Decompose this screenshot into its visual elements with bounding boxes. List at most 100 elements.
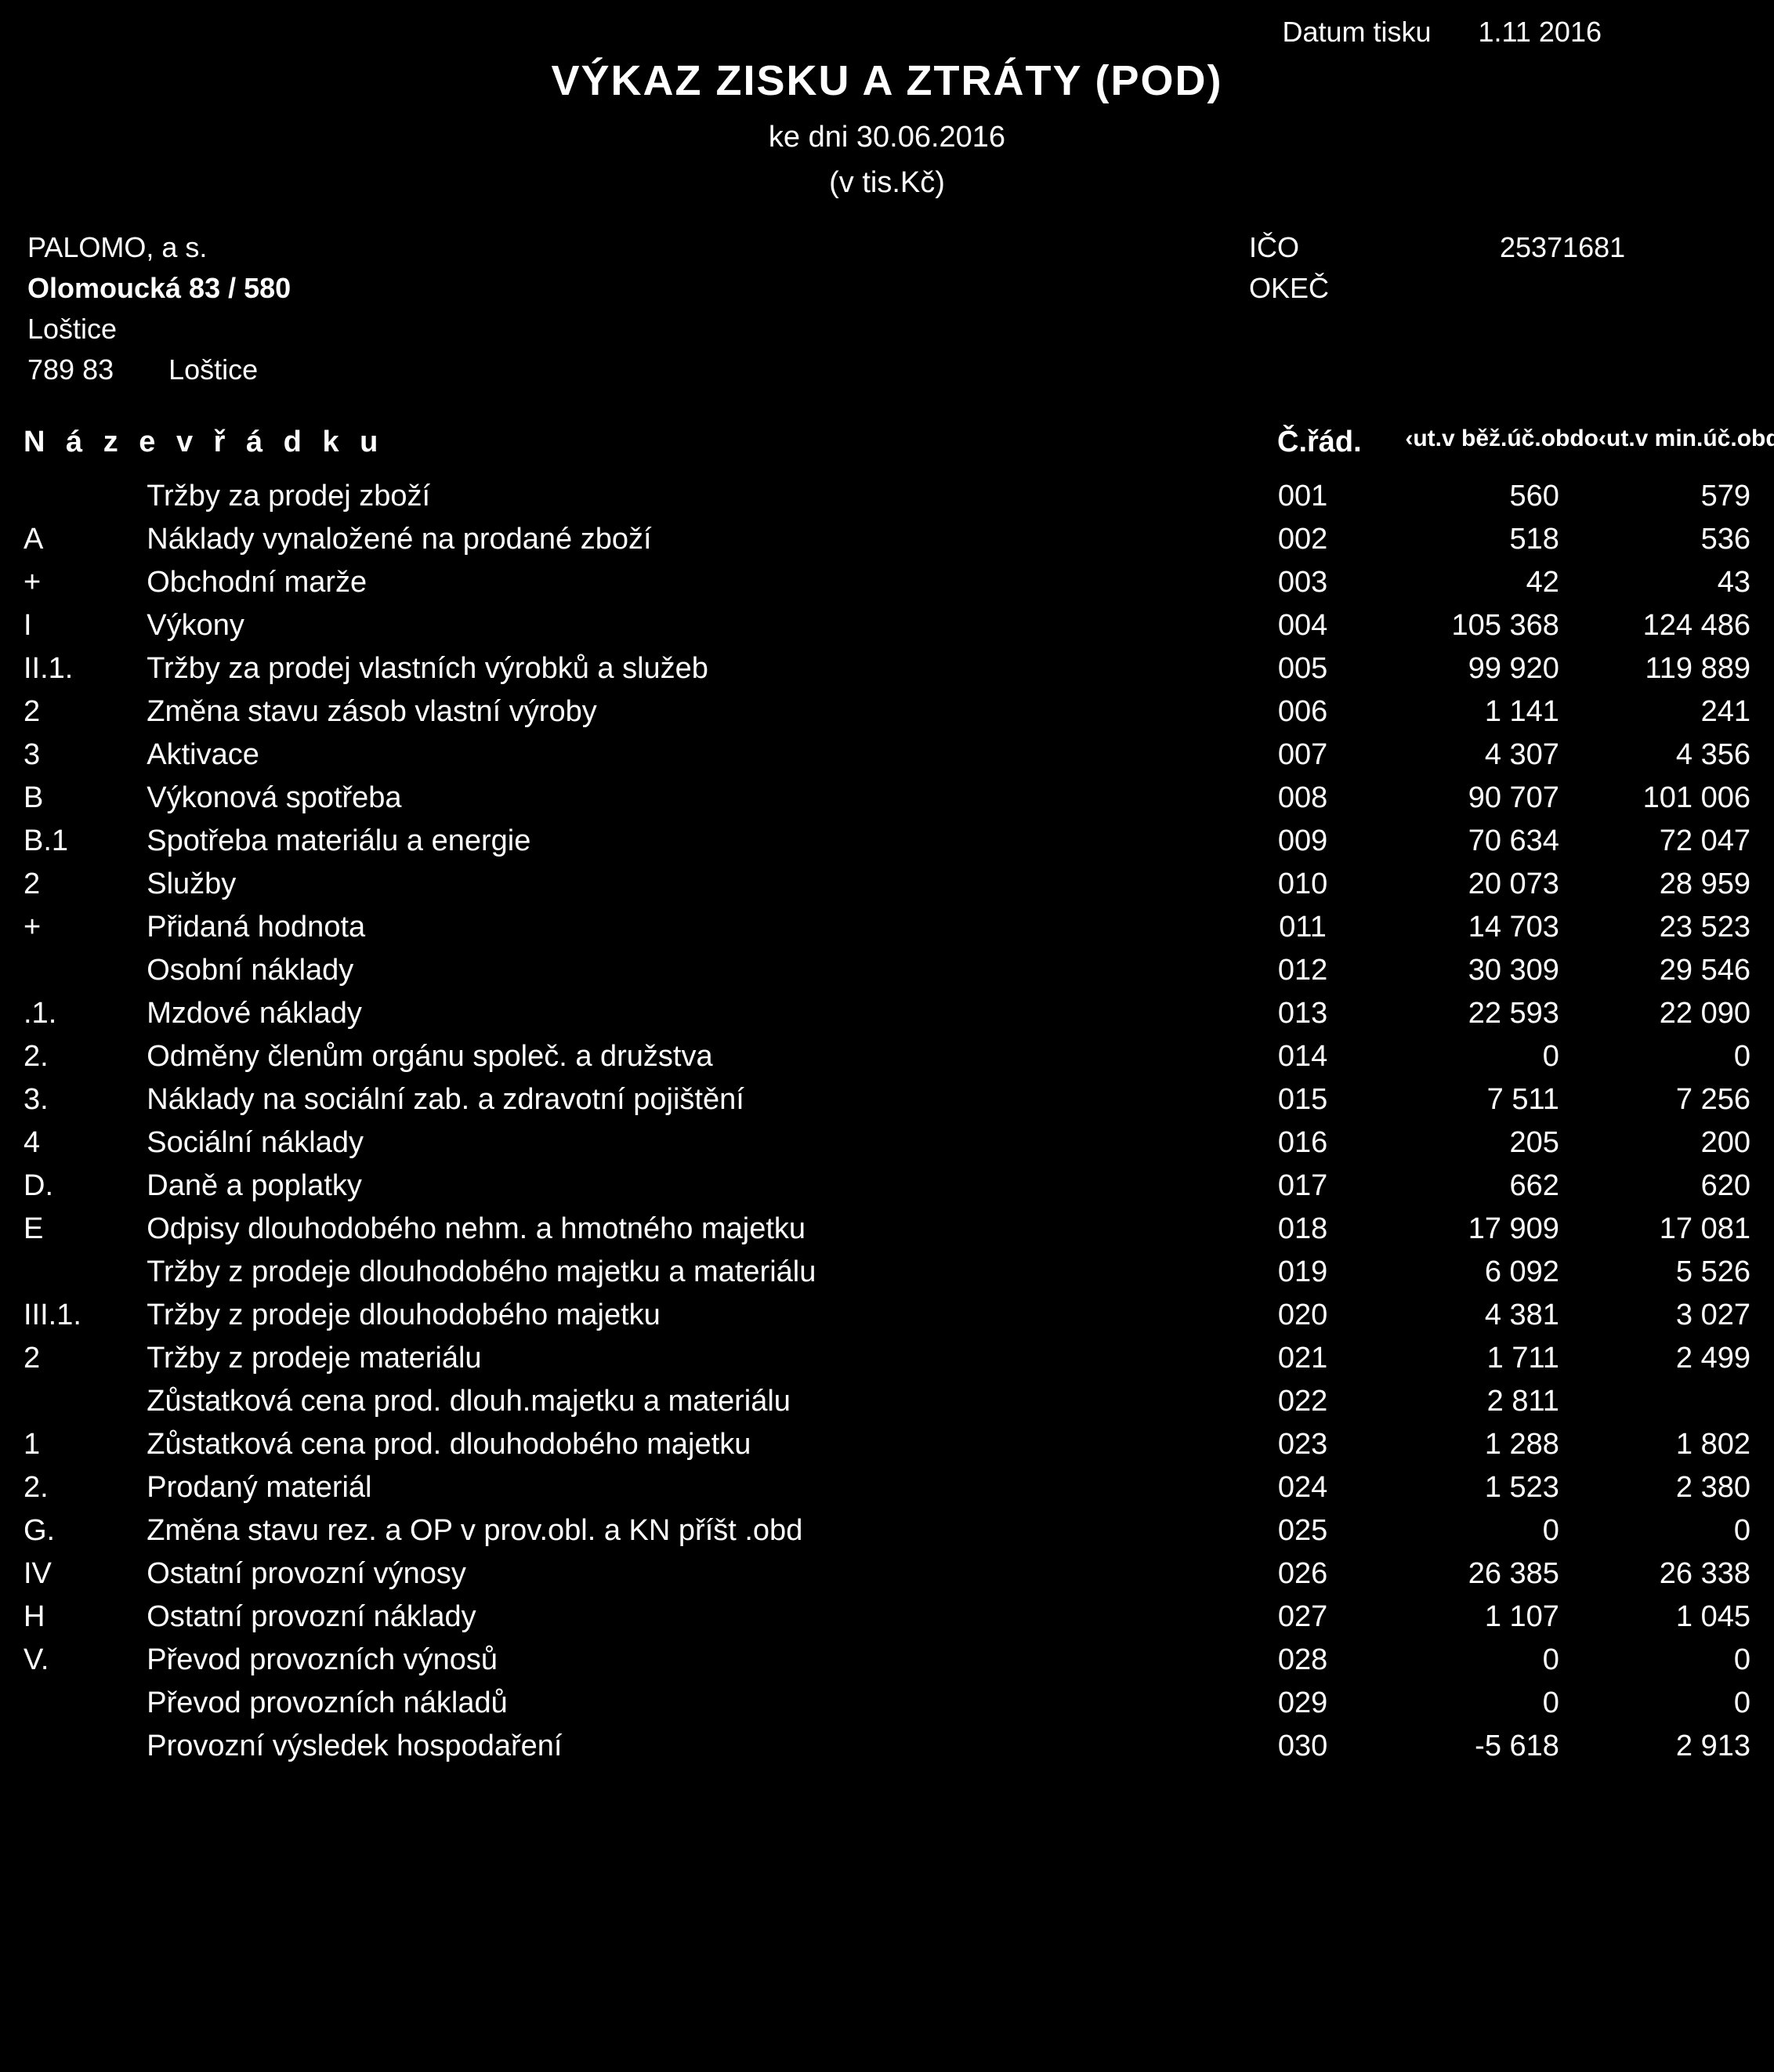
- cell-c5: 22 090: [1559, 992, 1750, 1035]
- cell-c2: Náklady vynaložené na prodané zboží: [147, 518, 1237, 561]
- table-row: Zůstatková cena prod. dlouh.majetku a ma…: [24, 1380, 1750, 1423]
- table-row: D.Daně a poplatky017662620: [24, 1165, 1750, 1208]
- cell-c2: Změna stavu zásob vlastní výroby: [147, 690, 1237, 734]
- cell-c5: 43: [1559, 561, 1750, 604]
- table-row: 3.Náklady na sociální zab. a zdravotní p…: [24, 1078, 1750, 1121]
- cell-c1: 2: [24, 1337, 147, 1380]
- cell-c1: V.: [24, 1639, 147, 1682]
- table-row: Tržby za prodej zboží001560579: [24, 475, 1750, 518]
- cell-c4: 26 385: [1368, 1552, 1559, 1596]
- cell-c3: 017: [1237, 1165, 1368, 1208]
- cell-c2: Změna stavu rez. a OP v prov.obl. a KN p…: [147, 1509, 1237, 1552]
- cell-c5: 28 959: [1559, 863, 1750, 906]
- cell-c3: 018: [1237, 1208, 1368, 1251]
- cell-c4: 105 368: [1368, 604, 1559, 647]
- cell-c5: 5 526: [1559, 1251, 1750, 1294]
- cell-c3: 013: [1237, 992, 1368, 1035]
- cell-c3: 003: [1237, 561, 1368, 604]
- cell-c4: 30 309: [1368, 949, 1559, 992]
- company-name: PALOMO, a s.: [27, 231, 1249, 264]
- cell-c1: G.: [24, 1509, 147, 1552]
- cell-c2: Náklady na sociální zab. a zdravotní poj…: [147, 1078, 1237, 1121]
- cell-c3: 009: [1237, 820, 1368, 863]
- cell-c3: 004: [1237, 604, 1368, 647]
- table-row: 2Změna stavu zásob vlastní výroby0061 14…: [24, 690, 1750, 734]
- cell-c5: 620: [1559, 1165, 1750, 1208]
- cell-c3: 002: [1237, 518, 1368, 561]
- table-row: BVýkonová spotřeba00890 707101 006: [24, 777, 1750, 820]
- cell-c2: Přidaná hodnota: [147, 906, 1237, 949]
- cell-c2: Tržby z prodeje materiálu: [147, 1337, 1237, 1380]
- cell-c5: 2 913: [1559, 1725, 1750, 1768]
- cell-c2: Zůstatková cena prod. dlouhodobého majet…: [147, 1423, 1237, 1466]
- cell-c5: 29 546: [1559, 949, 1750, 992]
- cell-c2: Provozní výsledek hospodaření: [147, 1725, 1237, 1768]
- cell-c2: Ostatní provozní výnosy: [147, 1552, 1237, 1596]
- okec-label: OKEČ: [1249, 272, 1500, 305]
- cell-c5: 119 889: [1559, 647, 1750, 690]
- company-address: Olomoucká 83 / 580: [27, 272, 1249, 305]
- cell-c1: B.1: [24, 820, 147, 863]
- table-row: 4Sociální náklady016205200: [24, 1121, 1750, 1165]
- table-row: IVýkony004105 368124 486: [24, 604, 1750, 647]
- cell-c1: 2: [24, 863, 147, 906]
- cell-c1: 3.: [24, 1078, 147, 1121]
- table-row: IVOstatní provozní výnosy02626 38526 338: [24, 1552, 1750, 1596]
- cell-c5: 124 486: [1559, 604, 1750, 647]
- cell-c4: 1 288: [1368, 1423, 1559, 1466]
- report-unit: (v tis.Kč): [24, 166, 1750, 200]
- ico-value: 25371681: [1500, 231, 1750, 264]
- header-col4: ‹ut.v běž.úč.obdo: [1403, 426, 1598, 459]
- cell-c3: 026: [1237, 1552, 1368, 1596]
- table-row: .1.Mzdové náklady01322 59322 090: [24, 992, 1750, 1035]
- table-row: EOdpisy dlouhodobého nehm. a hmotného ma…: [24, 1208, 1750, 1251]
- table-row: 2.Prodaný materiál0241 5232 380: [24, 1466, 1750, 1509]
- cell-c1: E: [24, 1208, 147, 1251]
- report-title: VÝKAZ ZISKU A ZTRÁTY (POD): [24, 56, 1750, 105]
- cell-c4: 17 909: [1368, 1208, 1559, 1251]
- cell-c2: Převod provozních výnosů: [147, 1639, 1237, 1682]
- cell-c1: D.: [24, 1165, 147, 1208]
- table-row: +Přidaná hodnota01114 70323 523: [24, 906, 1750, 949]
- cell-c2: Aktivace: [147, 734, 1237, 777]
- cell-c4: 14 703: [1368, 906, 1559, 949]
- cell-c1: +: [24, 906, 147, 949]
- cell-c1: 1: [24, 1423, 147, 1466]
- cell-c2: Mzdové náklady: [147, 992, 1237, 1035]
- report-date: ke dni 30.06.2016: [24, 121, 1750, 154]
- cell-c3: 012: [1237, 949, 1368, 992]
- cell-c4: 7 511: [1368, 1078, 1559, 1121]
- cell-c4: 0: [1368, 1682, 1559, 1725]
- cell-c1: 4: [24, 1121, 147, 1165]
- company-block: PALOMO, a s. Olomoucká 83 / 580 Loštice …: [24, 231, 1750, 394]
- cell-c5: 2 499: [1559, 1337, 1750, 1380]
- cell-c3: 006: [1237, 690, 1368, 734]
- cell-c2: Odpisy dlouhodobého nehm. a hmotného maj…: [147, 1208, 1237, 1251]
- print-date-label: Datum tisku: [1282, 16, 1431, 49]
- cell-c2: Zůstatková cena prod. dlouh.majetku a ma…: [147, 1380, 1237, 1423]
- table-row: 1Zůstatková cena prod. dlouhodobého maje…: [24, 1423, 1750, 1466]
- cell-c2: Tržby z prodeje dlouhodobého majetku a m…: [147, 1251, 1237, 1294]
- cell-c5: 2 380: [1559, 1466, 1750, 1509]
- cell-c5: 3 027: [1559, 1294, 1750, 1337]
- table-header: N á z e v ř á d k u Č.řád. ‹ut.v běž.úč.…: [24, 426, 1750, 459]
- cell-c4: 70 634: [1368, 820, 1559, 863]
- cell-c5: 200: [1559, 1121, 1750, 1165]
- cell-c1: IV: [24, 1552, 147, 1596]
- cell-c1: 2.: [24, 1466, 147, 1509]
- cell-c3: 016: [1237, 1121, 1368, 1165]
- cell-c5: 72 047: [1559, 820, 1750, 863]
- print-date-value: 1.11 2016: [1479, 16, 1602, 49]
- print-date-row: Datum tisku 1.11 2016: [24, 16, 1750, 49]
- cell-c3: 022: [1237, 1380, 1368, 1423]
- cell-c1: [24, 1725, 147, 1768]
- cell-c2: Služby: [147, 863, 1237, 906]
- cell-c2: Spotřeba materiálu a energie: [147, 820, 1237, 863]
- cell-c5: 1 045: [1559, 1596, 1750, 1639]
- cell-c5: 4 356: [1559, 734, 1750, 777]
- cell-c3: 019: [1237, 1251, 1368, 1294]
- cell-c2: Výkony: [147, 604, 1237, 647]
- header-name: N á z e v ř á d k u: [24, 426, 1277, 459]
- cell-c4: 6 092: [1368, 1251, 1559, 1294]
- cell-c4: 518: [1368, 518, 1559, 561]
